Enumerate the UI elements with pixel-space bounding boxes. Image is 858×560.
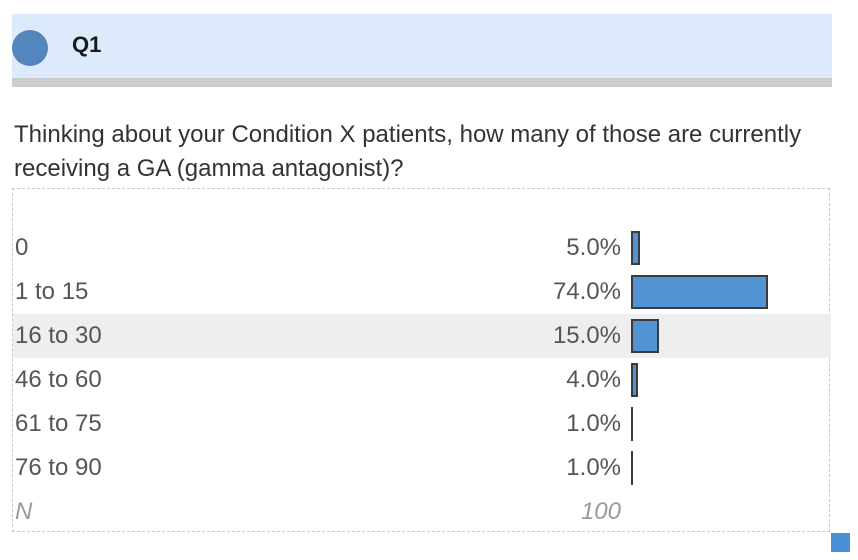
table-row: 0 5.0% (13, 226, 831, 270)
bar (631, 451, 633, 485)
question-text: Thinking about your Condition X patients… (14, 121, 802, 182)
question-header: Q1 (12, 14, 832, 87)
question-bullet-icon (12, 30, 48, 66)
table-row: 16 to 30 15.0% (13, 314, 831, 358)
row-label: 76 to 90 (15, 454, 102, 481)
row-label: 0 (15, 234, 29, 261)
bar (631, 319, 659, 353)
row-value: 15.0% (552, 322, 621, 349)
question-number: Q1 (72, 32, 102, 57)
row-value: 5.0% (566, 234, 621, 261)
row-value: 1.0% (566, 410, 621, 437)
row-value: 74.0% (552, 278, 621, 305)
row-value: 1.0% (566, 454, 621, 481)
bar (631, 275, 768, 309)
row-label: 16 to 30 (15, 322, 102, 349)
sample-size-label: N (15, 498, 33, 525)
table-row: 61 to 75 1.0% (13, 402, 831, 446)
corner-marker-icon (831, 533, 850, 552)
row-label: 61 to 75 (15, 410, 102, 437)
row-label: 46 to 60 (15, 366, 102, 393)
bar (631, 363, 639, 397)
sample-size-value: 100 (580, 498, 621, 525)
bar (631, 407, 633, 441)
row-value: 4.0% (566, 366, 621, 393)
table-row: 1 to 15 74.0% (13, 270, 831, 314)
bar (631, 231, 641, 265)
row-label: 1 to 15 (15, 278, 89, 305)
sample-size-row: N 100 (13, 490, 831, 534)
results-table: 0 5.0% 1 to 15 74.0% 16 to 30 15.0% 46 to 60 4.… (12, 188, 831, 534)
table-row: 46 to 60 4.0% (13, 358, 831, 402)
table-row: 76 to 90 1.0% (13, 446, 831, 490)
